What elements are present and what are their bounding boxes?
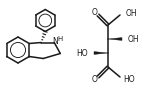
Text: H: H bbox=[58, 36, 63, 42]
Polygon shape bbox=[94, 52, 108, 54]
Text: O: O bbox=[92, 7, 98, 16]
Text: O: O bbox=[92, 76, 98, 85]
Text: N: N bbox=[52, 36, 58, 45]
Polygon shape bbox=[108, 38, 122, 40]
Text: OH: OH bbox=[126, 8, 138, 18]
Text: OH: OH bbox=[128, 34, 140, 44]
Text: HO: HO bbox=[123, 76, 135, 85]
Text: HO: HO bbox=[76, 48, 88, 57]
